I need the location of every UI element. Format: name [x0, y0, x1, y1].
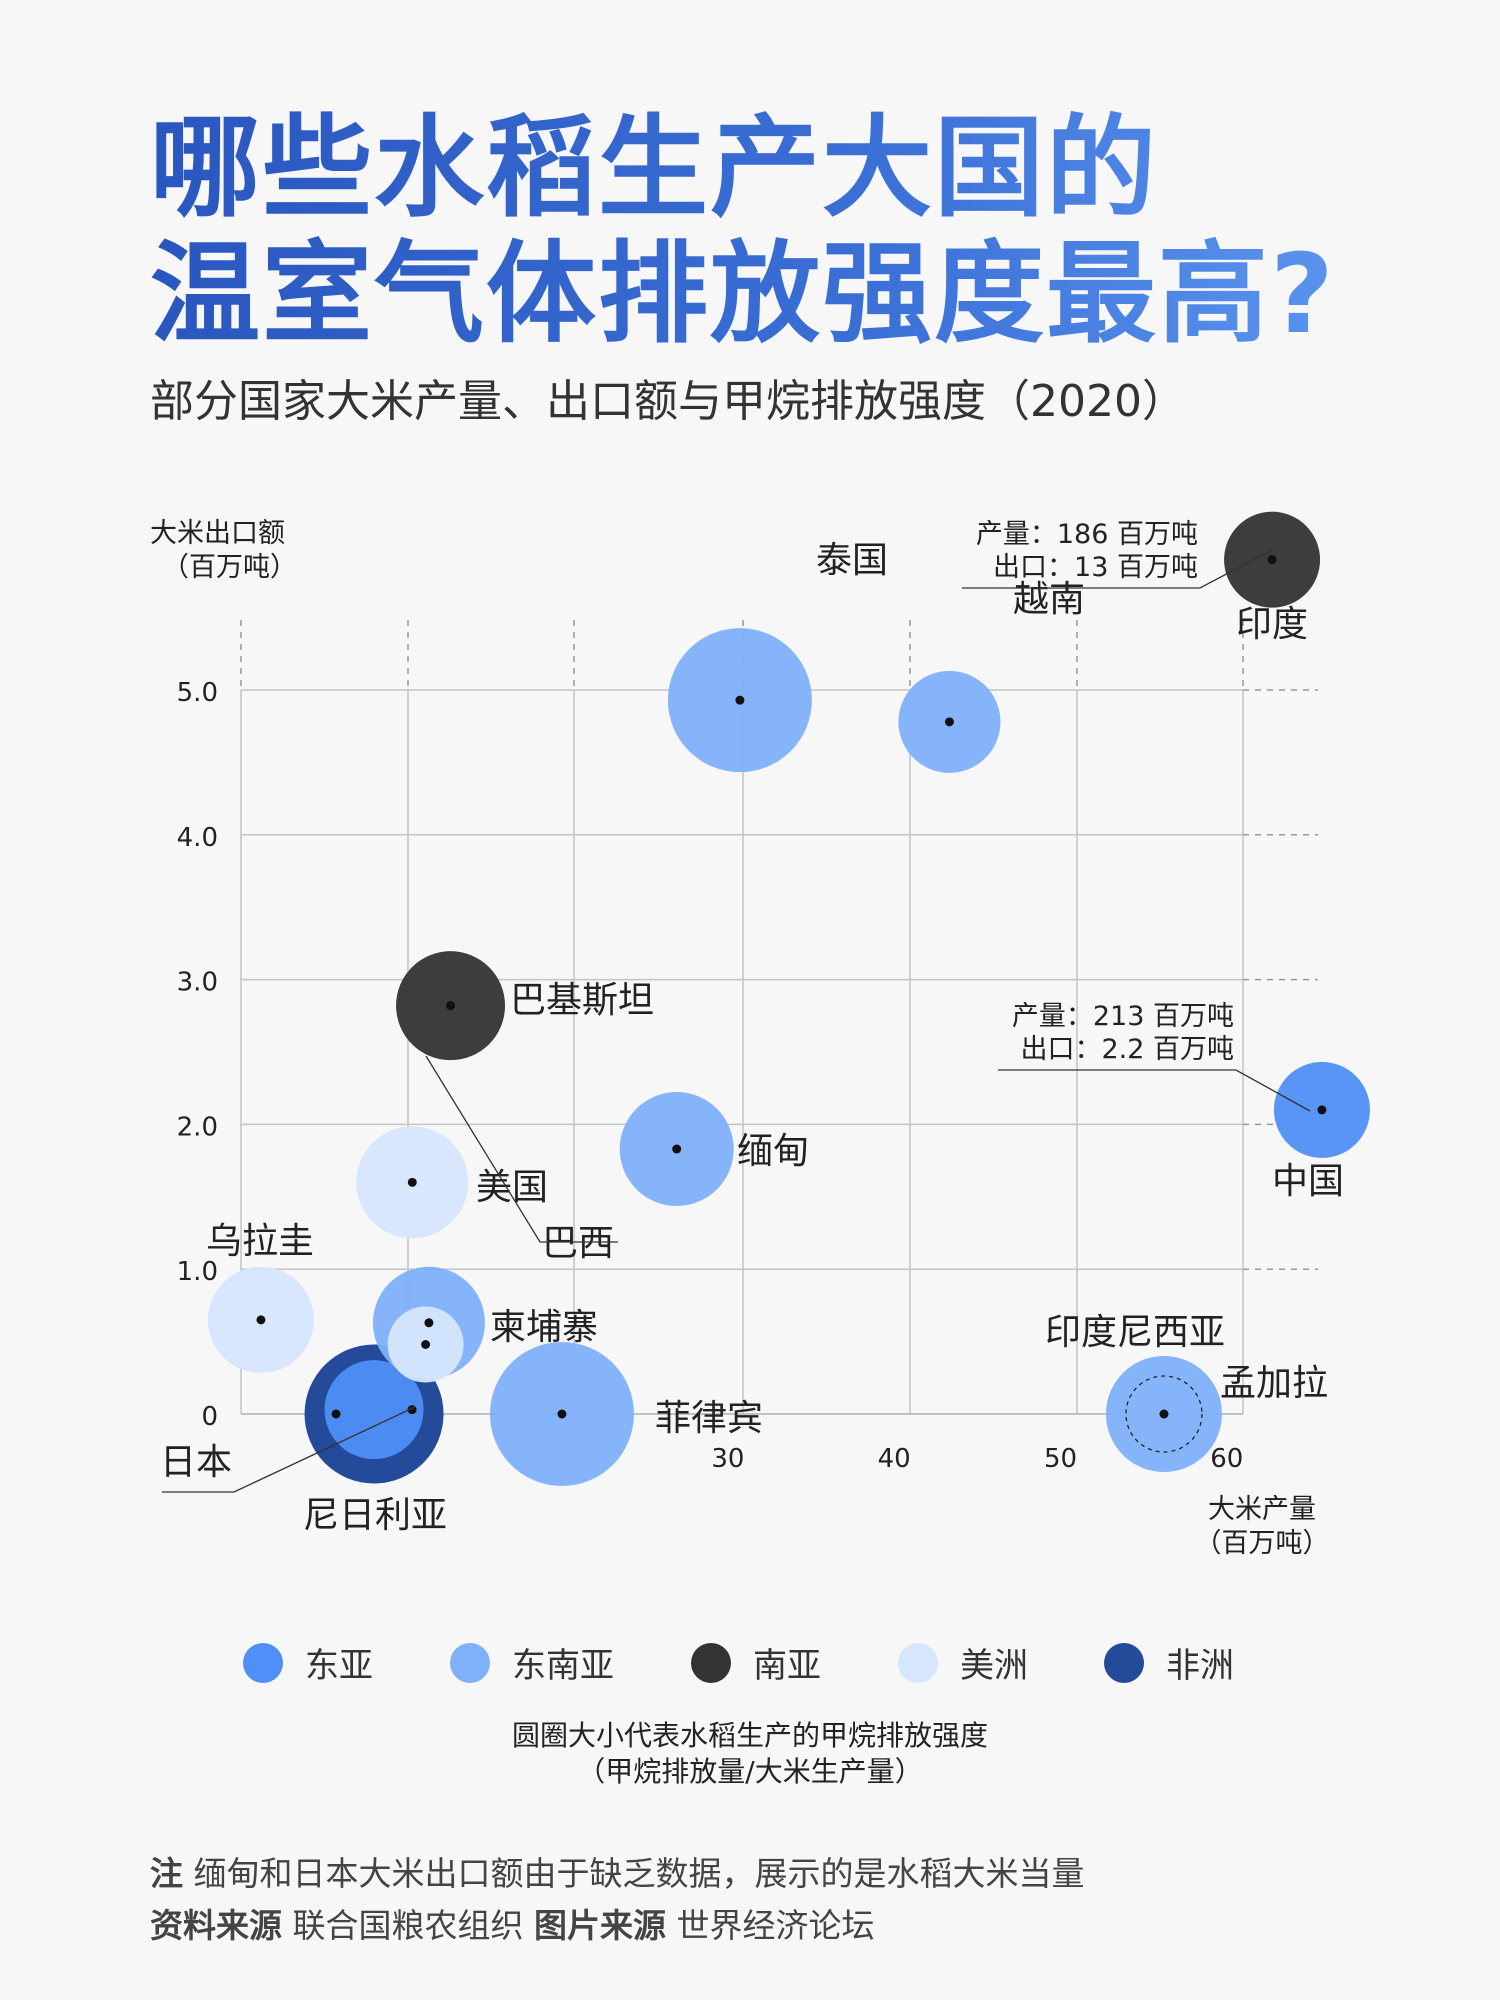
legend-label-americas: 美洲 — [960, 1646, 1028, 1686]
x-tick-label-1: 40 — [878, 1444, 911, 1474]
x-tick-label-0: 30 — [711, 1444, 744, 1474]
footer-note-text: 缅甸和日本大米出口额由于缺乏数据，展示的是水稻大米当量 — [193, 1854, 1085, 1893]
point-dot-6 — [424, 1318, 434, 1328]
y-tick-label-2: 2.0 — [177, 1112, 218, 1142]
legend-label-africa: 非洲 — [1166, 1646, 1234, 1686]
point-label-3: 缅甸 — [737, 1131, 809, 1172]
x-axis-title-line-2: （百万吨） — [1195, 1528, 1330, 1559]
title-line-2: 温室气体排放强度最高? — [150, 230, 1336, 358]
point-label-11: 孟加拉 — [1220, 1363, 1328, 1404]
point-dot-4 — [407, 1177, 417, 1187]
footer-image-source-text: 世界经济论坛 — [676, 1906, 875, 1945]
footer-source-text: 联合国粮农组织 — [292, 1906, 524, 1945]
x-tick-label-2: 50 — [1044, 1444, 1077, 1474]
annotation-india-line-1: 产量：186 百万吨 — [976, 519, 1198, 550]
legend-item-south-asia: 南亚 — [691, 1638, 821, 1687]
footer: 注 缅甸和日本大米出口额由于缺乏数据，展示的是水稻大米当量 资料来源 联合国粮农… — [150, 1848, 1085, 1952]
y-tick-label-1: 1.0 — [177, 1257, 218, 1287]
footer-note: 注 缅甸和日本大米出口额由于缺乏数据，展示的是水稻大米当量 — [150, 1848, 1085, 1900]
bubble-8 — [324, 1360, 424, 1460]
x-tick-label-3: 60 — [1210, 1444, 1243, 1474]
footer-note-label: 注 — [150, 1854, 183, 1893]
bubble-11 — [1125, 1375, 1203, 1453]
point-label-14: 印度 — [1236, 604, 1308, 645]
point-dot-1 — [944, 717, 954, 727]
y-axis-title-line-2: （百万吨） — [162, 552, 297, 583]
legend-swatch-africa — [1104, 1642, 1144, 1683]
point-label-0: 泰国 — [816, 540, 888, 581]
legend-swatch-south-asia — [691, 1642, 731, 1683]
annotation-china-leader — [998, 1069, 1311, 1112]
footer-image-source-label: 图片来源 — [534, 1906, 666, 1945]
bubble-size-note-line-1: 圆圈大小代表水稻生产的甲烷排放强度 — [511, 1719, 988, 1752]
point-dot-11 — [1159, 1409, 1169, 1419]
point-label-9: 尼日利亚 — [303, 1495, 447, 1536]
footer-sources: 资料来源 联合国粮农组织 图片来源 世界经济论坛 — [150, 1900, 1085, 1952]
point-dot-0 — [735, 695, 745, 705]
point-label-4: 美国 — [476, 1167, 548, 1208]
point-dot-7 — [421, 1339, 431, 1349]
legend-item-east-asia: 东亚 — [243, 1638, 373, 1687]
point-dot-5 — [256, 1315, 266, 1325]
point-label-8: 日本 — [160, 1442, 232, 1483]
title-line-1: 哪些水稻生产大国的 — [150, 104, 1158, 232]
subtitle: 部分国家大米产量、出口额与甲烷排放强度（2020） — [150, 376, 1186, 427]
legend-swatch-east-asia — [243, 1642, 283, 1683]
y-tick-label-0: 0 — [201, 1402, 218, 1432]
point-label-1: 越南 — [1013, 579, 1085, 620]
legend-item-africa: 非洲 — [1104, 1638, 1234, 1687]
point-dot-2 — [446, 1001, 456, 1011]
legend-label-southeast-asia: 东南亚 — [512, 1646, 614, 1686]
legend-label-east-asia: 东亚 — [305, 1646, 373, 1686]
point-dot-10 — [557, 1409, 567, 1419]
point-dot-3 — [672, 1144, 682, 1154]
y-axis-title-line-1: 大米出口额 — [150, 518, 285, 549]
page-title: 哪些水稻生产大国的 温室气体排放强度最高? — [150, 105, 1336, 357]
x-axis-title-line-1: 大米产量 — [1208, 1494, 1316, 1525]
point-label-7: 巴西 — [542, 1223, 614, 1264]
leader-line-japan — [162, 1406, 416, 1493]
bubble-size-note: 圆圈大小代表水稻生产的甲烷排放强度 （甲烷排放量/大米生产量） — [0, 1718, 1500, 1790]
bubble-size-note-line-2: （甲烷排放量/大米生产量） — [577, 1755, 923, 1788]
legend-label-south-asia: 南亚 — [753, 1646, 821, 1686]
point-dot-9 — [331, 1409, 341, 1419]
point-label-10: 菲律宾 — [655, 1398, 763, 1439]
point-label-2: 巴基斯坦 — [510, 980, 654, 1021]
y-tick-label-5: 5.0 — [177, 678, 218, 708]
point-dot-13 — [1317, 1105, 1327, 1115]
legend: 东亚 东南亚 南亚 美洲 非洲 — [0, 1638, 1500, 1698]
legend-swatch-americas — [898, 1642, 938, 1683]
point-label-6: 柬埔寨 — [490, 1307, 598, 1348]
point-label-5: 乌拉圭 — [206, 1221, 314, 1262]
annotation-india-line-2: 出口：13 百万吨 — [993, 552, 1198, 583]
leader-line-brazil — [425, 1055, 618, 1243]
point-label-12: 印度尼西亚 — [1045, 1312, 1225, 1353]
y-tick-label-4: 4.0 — [177, 823, 218, 853]
annotation-china-line-2: 出口：2.2 百万吨 — [1020, 1034, 1234, 1065]
bubble-chart: 01.02.03.04.05.030 40 50 60大米出口额（百万吨）大米产量（百… — [150, 511, 1370, 1559]
legend-swatch-southeast-asia — [450, 1642, 490, 1683]
footer-source-label: 资料来源 — [150, 1906, 282, 1945]
y-tick-label-3: 3.0 — [177, 968, 218, 998]
point-label-13: 中国 — [1272, 1161, 1344, 1202]
annotation-china-line-1: 产量：213 百万吨 — [1012, 1001, 1234, 1032]
point-dot-14 — [1267, 555, 1277, 565]
legend-item-americas: 美洲 — [898, 1638, 1028, 1687]
annotation-india-leader — [962, 549, 1273, 589]
legend-item-southeast-asia: 东南亚 — [450, 1638, 614, 1687]
